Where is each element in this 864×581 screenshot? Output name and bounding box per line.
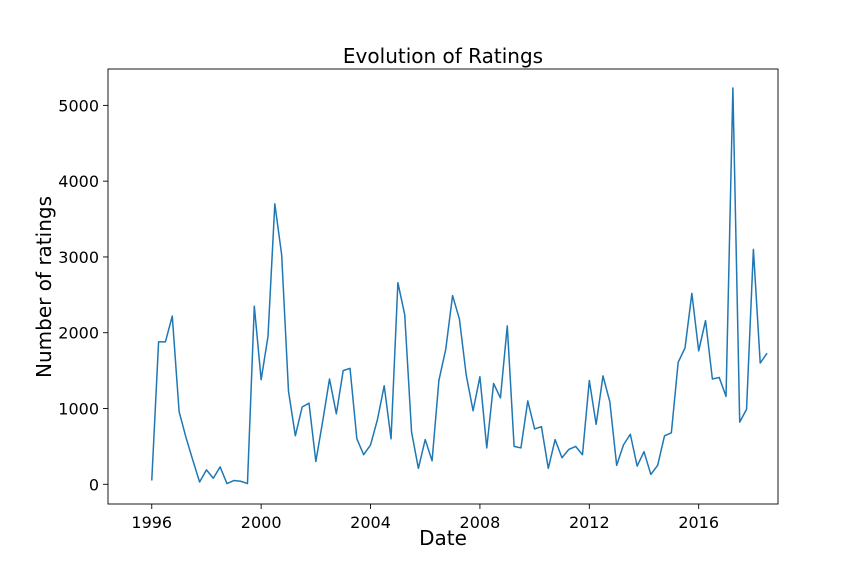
plot-frame [107,68,779,505]
y-tick-label: 3000 [58,248,99,267]
y-tick-label: 5000 [58,96,99,115]
x-tick-label: 2004 [350,513,391,532]
y-tick-label: 2000 [58,324,99,343]
x-tick-label: 2012 [569,513,610,532]
x-axis: 1996 2000 2004 2008 2012 2016 [131,504,719,532]
y-tick-label: 1000 [58,400,99,419]
chart-title: Evolution of Ratings [343,44,543,68]
y-axis: 0 1000 2000 3000 4000 5000 [58,96,108,494]
y-axis-label: Number of ratings [32,196,56,378]
x-tick-label: 2000 [241,513,282,532]
x-tick-label: 2008 [460,513,501,532]
x-axis-label: Date [419,526,467,550]
plot-area [107,68,779,505]
series-line-0 [151,87,768,485]
y-tick-label: 0 [89,475,99,494]
y-tick-label: 4000 [58,172,99,191]
x-tick-label: 1996 [131,513,172,532]
x-tick-label: 2016 [678,513,719,532]
